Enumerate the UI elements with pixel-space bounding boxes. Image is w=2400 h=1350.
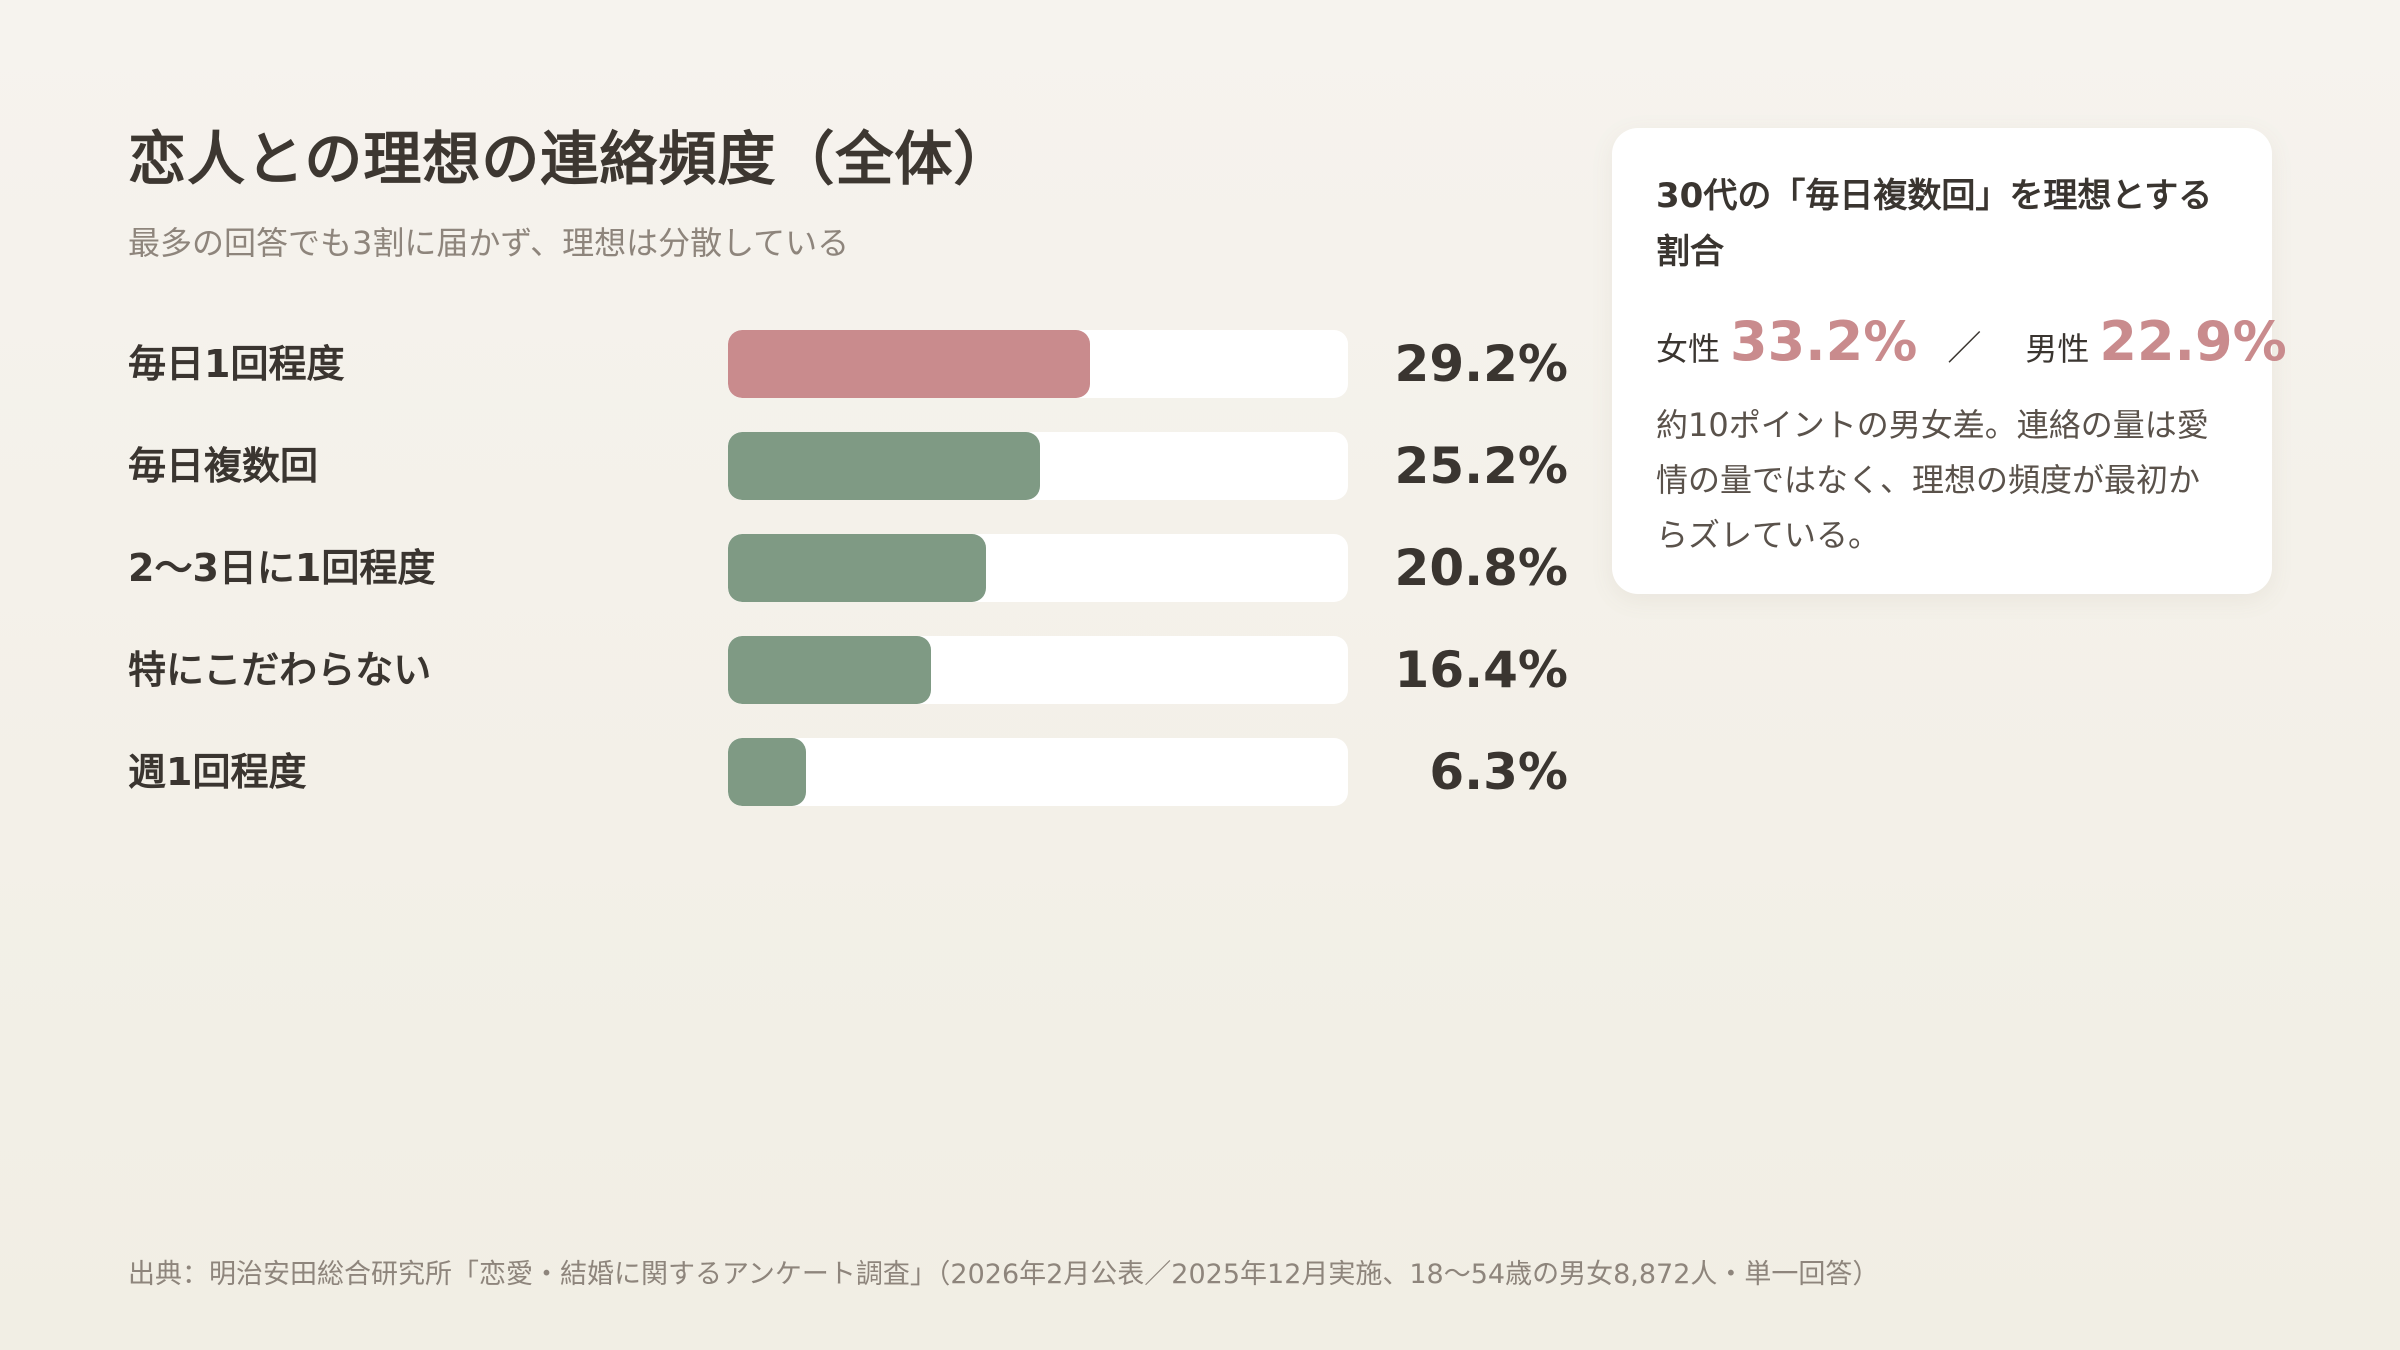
- bar-row: 週1回程度 6.3%: [128, 738, 1568, 806]
- source-note: 出典：明治安田総合研究所「恋愛・結婚に関するアンケート調査」（2026年2月公表…: [128, 1259, 1880, 1290]
- bar-row: 2〜3日に1回程度 20.8%: [128, 534, 1568, 602]
- bar-track: [728, 738, 1348, 806]
- bar-row: 特にこだわらない 16.4%: [128, 636, 1568, 704]
- bar: [728, 330, 1091, 398]
- bar: [728, 534, 986, 602]
- bar-value-label: 16.4%: [1394, 641, 1568, 699]
- male-label: 男性: [2025, 330, 2090, 368]
- bar: [728, 738, 807, 806]
- female-label: 女性: [1656, 330, 1721, 368]
- female-value: 33.2%: [1730, 310, 1918, 373]
- bar-label: 特にこだわらない: [128, 648, 432, 692]
- card-stats: 女性 33.2% ／ 男性 22.9%: [1656, 310, 2287, 384]
- bar-track: [728, 330, 1348, 398]
- bar-track: [728, 432, 1348, 500]
- bar-value-label: 20.8%: [1394, 539, 1568, 597]
- bar-value-label: 25.2%: [1394, 437, 1568, 495]
- card-title: 30代の「毎日複数回」を理想とする割合: [1656, 176, 2213, 272]
- bar-label: 毎日複数回: [128, 444, 319, 488]
- bar-value-label: 29.2%: [1394, 335, 1568, 393]
- bar-track: [728, 636, 1348, 704]
- chart-title: 恋人との理想の連絡頻度（全体）: [128, 125, 1013, 193]
- male-value: 22.9%: [2099, 310, 2287, 373]
- bar: [728, 636, 932, 704]
- bar-track: [728, 534, 1348, 602]
- bar-row: 毎日1回程度 29.2%: [128, 330, 1568, 398]
- bar-label: 週1回程度: [128, 750, 307, 794]
- chart-subtitle: 最多の回答でも3割に届かず、理想は分散している: [128, 224, 850, 262]
- bar-label: 毎日1回程度: [128, 342, 345, 386]
- bar: [728, 432, 1041, 500]
- stat-separator: ／: [1947, 329, 1982, 369]
- bar-row: 毎日複数回 25.2%: [128, 432, 1568, 500]
- bar-label: 2〜3日に1回程度: [128, 546, 436, 590]
- bar-chart: 毎日1回程度 29.2% 毎日複数回 25.2% 2〜3日に1回程度 20.8% 特にこだわ…: [128, 330, 1568, 840]
- highlight-card: 30代の「毎日複数回」を理想とする割合 女性 33.2% ／ 男性 22.9% …: [1612, 128, 2287, 594]
- bar-value-label: 6.3%: [1429, 743, 1568, 801]
- card-note: 約10ポイントの男女差。連絡の量は愛情の量ではなく、理想の頻度が最初からズレてい…: [1656, 406, 2209, 554]
